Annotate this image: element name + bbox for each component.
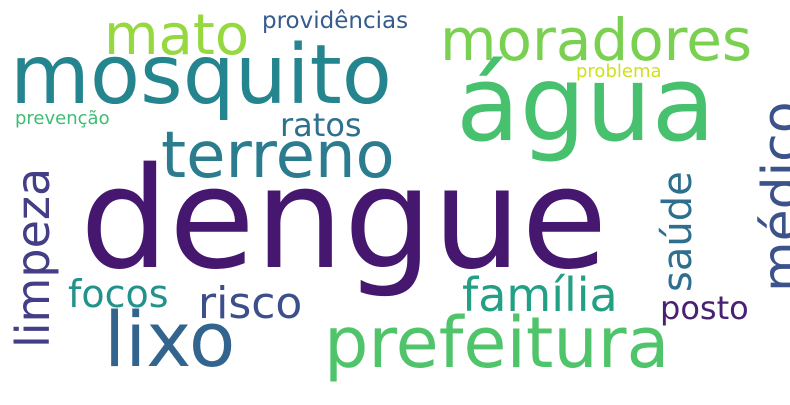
word-agua: água [456, 43, 716, 165]
word-ratos: ratos [280, 106, 362, 144]
word-prefeitura: prefeitura [324, 302, 670, 384]
word-moradores: moradores [440, 6, 753, 74]
word-saude: saúde [655, 171, 701, 292]
word-focos: focos [68, 272, 169, 316]
word-lixo: lixo [104, 295, 236, 384]
word-mosquito: mosquito [10, 28, 392, 123]
word-familia: família [462, 268, 618, 322]
word-risco: risco [198, 278, 303, 329]
word-prevencao: prevenção [15, 108, 110, 129]
word-mato: mato [104, 3, 250, 68]
word-posto: posto [660, 289, 749, 327]
word-problema: problema [576, 61, 662, 82]
word-medico: médico [752, 101, 790, 292]
word-terreno: terreno [161, 119, 395, 193]
word-dengue: dengue [80, 138, 608, 301]
word-limpeza: limpeza [6, 167, 60, 348]
word-providencias: providências [262, 8, 409, 34]
